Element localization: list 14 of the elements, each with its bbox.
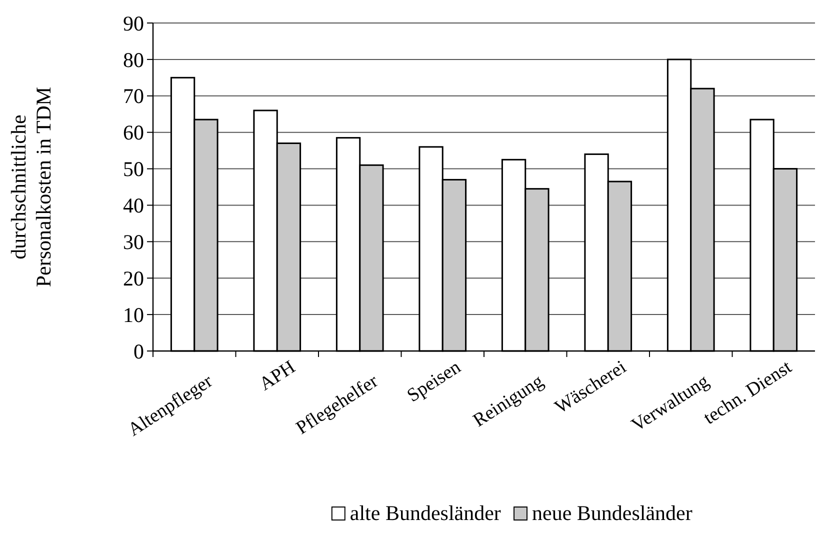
y-tick-label: 40: [123, 194, 144, 218]
y-axis-title: durchschnittliche Personalkosten in TDM: [6, 86, 56, 288]
y-tick-label: 80: [123, 48, 144, 72]
y-tick-label: 50: [123, 157, 144, 182]
y-tick-label: 70: [123, 84, 144, 108]
y-tick-label: 30: [123, 230, 144, 254]
y-tick-label: 60: [123, 120, 144, 145]
y-tick-label: 0: [134, 339, 144, 364]
legend-label: neue Bundesländer: [532, 501, 692, 525]
x-tick-label: APH: [256, 356, 300, 396]
legend-label: alte Bundesländer: [350, 501, 501, 525]
y-tick-label: 90: [123, 11, 144, 36]
y-tick-label: 10: [123, 302, 144, 327]
y-tick-label: 20: [123, 266, 144, 290]
